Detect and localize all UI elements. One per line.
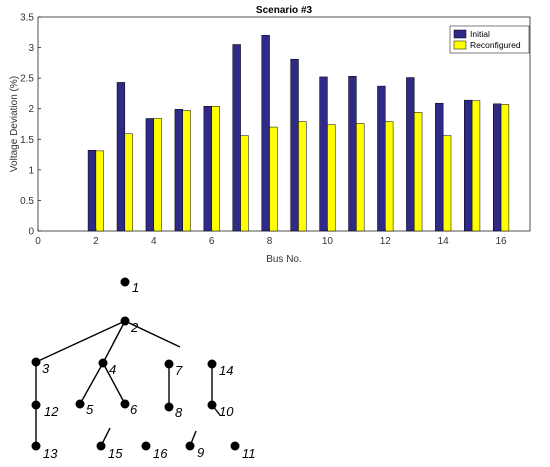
node-3 — [31, 357, 41, 367]
bar-reconfigured-bus-7 — [240, 135, 249, 232]
legend-swatch-initial — [453, 29, 467, 39]
y-tick-label: 0.5 — [20, 196, 34, 207]
bar-reconfigured-bus-12 — [385, 121, 394, 232]
node-label-14: 14 — [219, 363, 233, 378]
bar-reconfigured-bus-8 — [269, 126, 278, 232]
y-tick-label: 3.5 — [20, 13, 34, 24]
legend-label-initial: Initial — [470, 29, 490, 39]
y-tick-label: 2 — [28, 104, 34, 115]
node-6 — [120, 399, 130, 409]
node-label-12: 12 — [44, 404, 59, 419]
node-label-13: 13 — [43, 446, 58, 461]
legend-swatch-reconfigured — [453, 40, 467, 50]
x-tick-label: 12 — [380, 236, 392, 247]
legend-label-reconfigured: Reconfigured — [470, 40, 521, 50]
bar-initial-bus-10 — [319, 76, 328, 232]
node-1 — [120, 277, 130, 287]
x-tick-label: 6 — [209, 236, 215, 247]
bar-reconfigured-bus-4 — [153, 118, 162, 232]
node-11 — [230, 441, 240, 451]
x-tick-label: 8 — [267, 236, 273, 247]
x-tick-label: 16 — [495, 236, 507, 247]
node-12 — [31, 400, 41, 410]
node-8 — [164, 402, 174, 412]
node-13 — [31, 441, 41, 451]
bar-initial-bus-16 — [492, 103, 502, 232]
node-label-6: 6 — [130, 402, 138, 417]
y-tick-label: 3 — [28, 43, 34, 54]
bar-initial-bus-15 — [464, 99, 473, 232]
y-axis-label: Voltage Deviation (%) — [9, 76, 20, 172]
edge-2-3 — [35, 320, 126, 363]
y-tick-label: 0 — [28, 227, 34, 238]
bar-reconfigured-bus-3 — [124, 133, 133, 232]
bar-reconfigured-bus-5 — [182, 110, 191, 232]
node-label-1: 1 — [132, 280, 139, 295]
node-label-5: 5 — [86, 402, 94, 417]
node-4 — [98, 358, 108, 368]
legend: Initial Reconfigured — [449, 25, 530, 54]
node-16 — [141, 441, 151, 451]
node-7 — [164, 359, 174, 369]
node-14 — [207, 359, 217, 369]
bar-initial-bus-4 — [145, 118, 155, 232]
bar-reconfigured-bus-13 — [413, 112, 423, 232]
node-5 — [75, 399, 85, 409]
edge-2-branch — [124, 320, 181, 348]
bar-initial-bus-6 — [203, 106, 212, 232]
node-10 — [207, 400, 217, 410]
y-tick-label: 1 — [28, 165, 34, 176]
bar-initial-bus-3 — [116, 82, 126, 232]
x-axis-label: Bus No. — [266, 254, 302, 265]
bar-initial-bus-8 — [261, 35, 270, 232]
node-label-9: 9 — [197, 445, 204, 460]
x-tick-label: 14 — [438, 236, 450, 247]
node-label-8: 8 — [175, 405, 183, 420]
node-label-16: 16 — [153, 446, 168, 461]
bar-initial-bus-11 — [348, 76, 357, 232]
bar-initial-bus-13 — [406, 77, 415, 232]
node-9 — [185, 441, 195, 451]
network-edges — [35, 320, 221, 447]
edge-4-5 — [79, 362, 104, 405]
x-tick-label: 4 — [151, 236, 157, 247]
node-15 — [96, 441, 106, 451]
network-nodes — [31, 277, 240, 451]
bar-initial-bus-12 — [377, 85, 386, 232]
chart-title: Scenario #3 — [256, 5, 313, 16]
bar-initial-bus-9 — [290, 58, 299, 232]
x-tick-label: 2 — [93, 236, 99, 247]
bar-reconfigured-bus-9 — [298, 121, 307, 232]
bar-chart: Scenario #3 0 2 4 6 8 10 12 14 16 0 0.5 1 1.5 2 2.5 3 3… — [9, 5, 531, 265]
y-tick-label: 1.5 — [20, 135, 34, 146]
node-label-10: 10 — [219, 404, 234, 419]
x-tick-label: 0 — [35, 236, 41, 247]
node-label-3: 3 — [42, 361, 50, 376]
bar-initial-bus-7 — [232, 44, 241, 232]
y-tick-label: 2.5 — [20, 74, 34, 85]
bar-initial-bus-5 — [174, 109, 183, 232]
bar-reconfigured-bus-10 — [327, 124, 336, 232]
bar-initial-bus-2 — [87, 150, 97, 232]
bar-initial-bus-14 — [435, 102, 444, 232]
bar-reconfigured-bus-6 — [211, 106, 220, 232]
network-diagram: 1 2 3 4 5 6 7 8 9 10 11 12 13 14 15 16 — [31, 277, 256, 461]
bar-reconfigured-bus-16 — [500, 104, 510, 232]
edge-2-4 — [102, 320, 126, 364]
bar-reconfigured-bus-11 — [356, 123, 365, 232]
x-tick-label: 10 — [322, 236, 334, 247]
bar-reconfigured-bus-2 — [95, 150, 104, 232]
node-label-7: 7 — [175, 363, 183, 378]
bar-reconfigured-bus-14 — [442, 135, 452, 232]
node-label-2: 2 — [130, 320, 139, 335]
node-label-15: 15 — [108, 446, 123, 461]
node-2 — [120, 316, 130, 326]
bar-reconfigured-bus-15 — [471, 100, 481, 232]
edge-4-6 — [102, 362, 126, 405]
network-labels: 1 2 3 4 5 6 7 8 9 10 11 12 13 14 15 16 — [42, 280, 256, 461]
node-label-4: 4 — [109, 362, 116, 377]
node-label-11: 11 — [242, 446, 256, 461]
